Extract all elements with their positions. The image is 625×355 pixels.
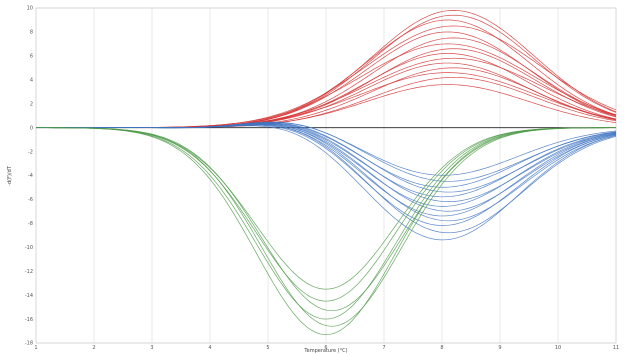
- curves: [35, 10, 617, 335]
- y-tick-label: -16: [25, 317, 33, 323]
- y-tick-label: 10: [27, 6, 33, 12]
- x-tick-label: 2: [92, 345, 95, 351]
- x-tick-label: 3: [150, 345, 153, 351]
- x-tick-label: 9: [498, 345, 501, 351]
- y-axis-ticks: 10 8 6 4 2 0 -2 -4 -6 -8 -10 -12 -14 -16 -18: [25, 6, 33, 347]
- y-tick-label: 6: [30, 54, 33, 60]
- x-tick-label: 11: [613, 345, 619, 351]
- y-tick-label: -4: [28, 173, 33, 179]
- x-tick-label: 5: [266, 345, 269, 351]
- y-tick-label: 4: [30, 77, 33, 83]
- grid-lines: [35, 8, 617, 343]
- y-tick-label: -12: [25, 269, 33, 275]
- y-tick-label: 2: [30, 101, 33, 107]
- curve-group-2-4: [36, 127, 617, 327]
- x-tick-label: 6: [324, 345, 327, 351]
- x-tick-label: 8: [440, 345, 443, 351]
- x-tick-label: 7: [382, 345, 385, 351]
- y-tick-label: -14: [25, 293, 33, 299]
- y-tick-label: 8: [30, 30, 33, 36]
- y-tick-label: -8: [28, 221, 33, 227]
- y-tick-label: -6: [28, 197, 33, 203]
- y-tick-label: -10: [25, 245, 33, 251]
- curve-group-2-5: [36, 127, 616, 335]
- y-tick-label: -2: [28, 149, 33, 155]
- y-axis-title: -d(F)/dT: [7, 165, 13, 186]
- x-tick-label: 10: [555, 345, 561, 351]
- x-axis-title: Temperature (°C): [303, 348, 347, 354]
- x-tick-label: 4: [208, 345, 211, 351]
- y-tick-label: 0: [30, 125, 33, 131]
- x-axis-ticks: 1 2 3 4 5 6 7 8 9 10 11: [34, 345, 619, 351]
- y-tick-label: -18: [25, 341, 33, 347]
- curve-group-1-12: [36, 125, 617, 241]
- x-tick-label: 1: [34, 345, 37, 351]
